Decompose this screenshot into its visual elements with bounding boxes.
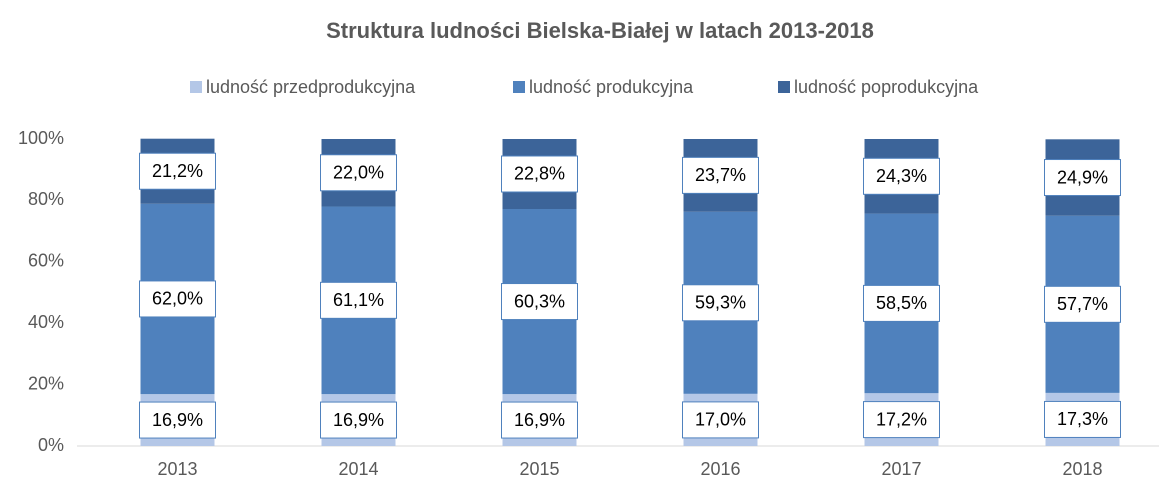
legend-swatch	[778, 81, 790, 93]
data-label: 24,9%	[1057, 167, 1108, 187]
y-tick-label: 60%	[28, 251, 64, 271]
data-label: 16,9%	[333, 410, 384, 430]
x-tick-label: 2013	[157, 459, 197, 479]
data-label: 16,9%	[514, 410, 565, 430]
data-label: 59,3%	[695, 293, 746, 313]
data-label: 22,8%	[514, 164, 565, 184]
y-tick-label: 0%	[38, 435, 64, 455]
data-label-box	[1044, 400, 1121, 438]
x-tick-label: 2014	[338, 459, 378, 479]
data-label-box	[863, 401, 940, 439]
legend-label: ludność poprodukcyjna	[794, 77, 979, 97]
data-label: 62,0%	[152, 289, 203, 309]
data-label-box	[1044, 285, 1121, 323]
data-label: 17,0%	[695, 410, 746, 430]
data-label-box	[320, 281, 397, 319]
data-label: 17,2%	[876, 409, 927, 429]
x-tick-label: 2016	[700, 459, 740, 479]
y-tick-label: 20%	[28, 373, 64, 393]
data-label-box	[682, 284, 759, 322]
y-tick-label: 40%	[28, 312, 64, 332]
data-label-box	[682, 401, 759, 439]
data-label-box	[1044, 159, 1121, 197]
data-label: 61,1%	[333, 290, 384, 310]
data-label-box	[501, 155, 578, 193]
data-label-box	[863, 157, 940, 195]
data-label: 21,2%	[152, 161, 203, 181]
data-label-box	[320, 401, 397, 439]
data-label-box	[139, 152, 216, 190]
x-tick-label: 2017	[881, 459, 921, 479]
y-tick-label: 100%	[18, 128, 64, 148]
legend-swatch	[513, 81, 525, 93]
data-label: 17,3%	[1057, 409, 1108, 429]
data-label-box	[139, 280, 216, 318]
data-label: 24,3%	[876, 166, 927, 186]
legend-label: ludność przedprodukcyjna	[206, 77, 416, 97]
data-label-box	[501, 283, 578, 321]
data-label: 22,0%	[333, 163, 384, 183]
data-label-box	[682, 156, 759, 194]
x-tick-label: 2018	[1062, 459, 1102, 479]
x-tick-label: 2015	[519, 459, 559, 479]
data-label: 16,9%	[152, 410, 203, 430]
data-label-box	[501, 401, 578, 439]
legend-swatch	[190, 81, 202, 93]
data-label-box	[863, 284, 940, 322]
data-label: 57,7%	[1057, 294, 1108, 314]
data-label-box	[320, 154, 397, 192]
data-label: 58,5%	[876, 293, 927, 313]
legend-label: ludność produkcyjna	[529, 77, 694, 97]
chart-title: Struktura ludności Bielska-Białej w lata…	[326, 18, 874, 43]
y-tick-label: 80%	[28, 189, 64, 209]
data-label: 60,3%	[514, 291, 565, 311]
data-label-box	[139, 401, 216, 439]
data-label: 23,7%	[695, 165, 746, 185]
